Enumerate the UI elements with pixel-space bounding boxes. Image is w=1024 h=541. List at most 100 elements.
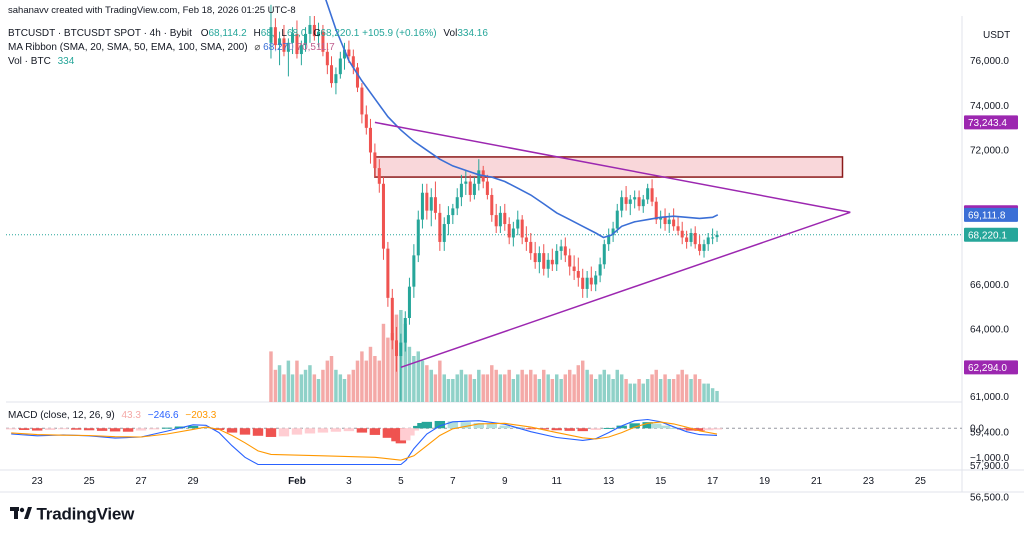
candle-body — [620, 197, 624, 211]
legend-close: 68,220.1 — [320, 28, 360, 39]
candle-body — [641, 199, 645, 207]
candle-body — [537, 253, 541, 263]
volume-bar — [693, 374, 697, 402]
volume-bar — [373, 356, 377, 402]
candle-body — [706, 237, 710, 245]
candle-body — [507, 224, 511, 238]
volume-bar — [321, 369, 325, 402]
macd-histogram-bar — [382, 428, 394, 438]
macd-histogram-bar — [83, 428, 95, 431]
legend-macd-title[interactable]: MACD (close, 12, 26, 9) — [8, 410, 115, 421]
tradingview-logo[interactable]: TradingView — [10, 504, 134, 525]
volume-bar — [351, 369, 356, 402]
price-axis-tick: 74,000.0 — [970, 101, 1009, 112]
macd-histogram-bar — [31, 428, 43, 431]
macd-histogram-bar — [603, 427, 614, 429]
candle-body — [711, 237, 715, 239]
candle-body — [386, 248, 390, 298]
candle-body — [520, 219, 524, 238]
time-axis-tick: 7 — [450, 476, 456, 487]
volume-bar — [585, 369, 589, 402]
price-tag-label: 62,294.0 — [968, 363, 1007, 374]
candle-body — [329, 65, 334, 84]
legend-macd-line: −246.6 — [147, 410, 179, 421]
candle-body — [312, 24, 316, 37]
time-axis-tick: 3 — [346, 476, 352, 487]
candle-body — [524, 237, 528, 242]
candle-body — [438, 212, 442, 242]
macd-histogram-bar — [447, 421, 459, 429]
candle-body — [416, 219, 420, 256]
volume-bar — [364, 360, 369, 402]
price-tag-label: 73,243.4 — [968, 118, 1007, 129]
volume-bar — [663, 374, 667, 402]
legend-ma-ribbon[interactable]: MA Ribbon (SMA, 20, SMA, 50, EMA, 100, S… — [8, 42, 248, 53]
candle-body — [282, 38, 286, 52]
volume-bar — [537, 379, 542, 402]
price-axis-tick: 66,000.0 — [970, 280, 1009, 291]
volume-bar — [403, 323, 408, 402]
candle-body — [273, 27, 277, 46]
price-axis-tick: 76,000.0 — [970, 56, 1009, 67]
volume-bar — [706, 383, 710, 402]
time-axis-tick: 23 — [32, 476, 44, 487]
volume-bar — [494, 369, 498, 402]
macd-histogram-bar — [6, 428, 17, 430]
candle-body — [485, 181, 489, 195]
macd-histogram-bar — [702, 428, 714, 431]
legend-vol-title[interactable]: Vol · BTC — [8, 56, 51, 67]
volume-bar — [567, 369, 572, 402]
candle-body — [308, 24, 312, 34]
volume-bar — [368, 346, 373, 402]
candle-body — [373, 152, 377, 169]
volume-bar — [546, 374, 550, 402]
candle-body — [355, 67, 360, 88]
candle-body — [693, 232, 697, 245]
price-tag-label: 68,220.1 — [968, 230, 1007, 241]
macd-histogram-bar — [70, 428, 82, 430]
eye-icon[interactable]: ⌀ — [254, 42, 261, 53]
price-tag-label: 69,111.8 — [968, 210, 1006, 221]
candle-body — [295, 33, 299, 55]
volume-bar — [290, 374, 295, 402]
volume-bar — [412, 356, 416, 402]
volume-bar — [589, 374, 594, 402]
candle-body — [646, 188, 650, 200]
macd-histogram-bar — [629, 423, 640, 429]
macd-histogram-bar — [616, 425, 627, 429]
candle-body — [368, 127, 372, 153]
legend-low: 68,0 — [286, 28, 307, 39]
candle-body — [633, 197, 637, 200]
candle-body — [321, 31, 325, 52]
macd-histogram-bar — [408, 428, 420, 431]
macd-histogram-bar — [304, 428, 316, 434]
candle-body — [390, 297, 394, 341]
volume-bar — [658, 379, 663, 402]
macd-line — [11, 418, 718, 466]
legend-vol-value: 334 — [57, 56, 75, 67]
volume-bar — [464, 374, 468, 402]
candle-body — [607, 235, 611, 245]
volume-bar — [490, 365, 494, 402]
volume-bar — [576, 365, 581, 402]
volume-bar — [277, 365, 282, 402]
candle-body — [472, 183, 476, 195]
legend-symbol[interactable]: BTCUSDT · BTCUSDT SPOT · 4h · Bybit — [8, 28, 192, 39]
candle-body — [403, 317, 407, 343]
legend-high: 68, — [260, 28, 275, 39]
volume-bar — [624, 379, 628, 402]
volume-bar — [455, 374, 459, 402]
legend-vol-label: Vol — [443, 28, 458, 39]
candle-body — [477, 170, 481, 184]
candle-body — [572, 266, 576, 272]
macd-histogram-bar — [226, 428, 238, 433]
volume-bar — [355, 360, 360, 402]
candle-body — [399, 342, 403, 357]
macd-histogram-bar — [122, 428, 134, 432]
macd-histogram-bar — [317, 428, 329, 433]
candle-body — [511, 228, 515, 238]
volume-bar — [433, 374, 438, 402]
volume-bar — [615, 369, 620, 402]
price-tag-background — [964, 115, 1018, 130]
